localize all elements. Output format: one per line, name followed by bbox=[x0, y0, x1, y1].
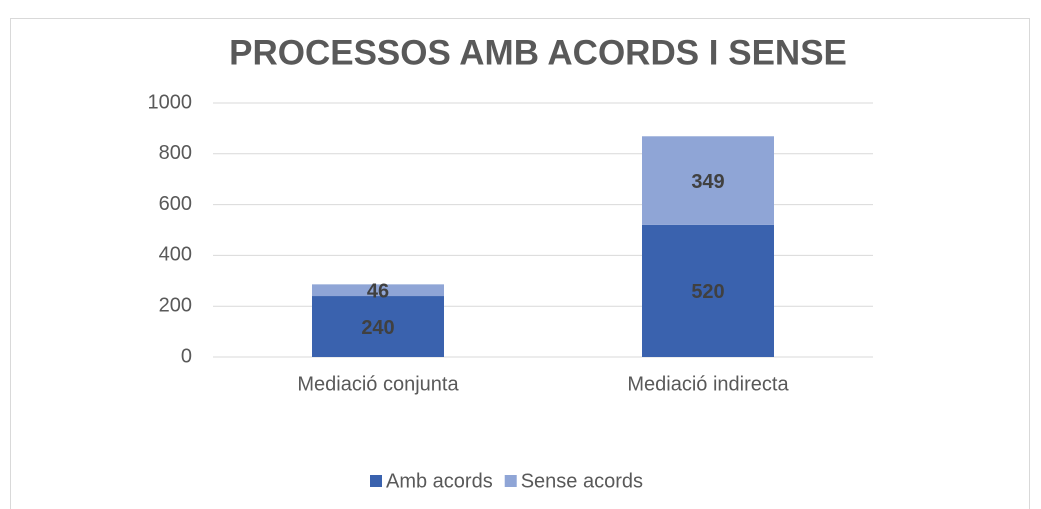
y-tick-label: 0 bbox=[181, 345, 192, 367]
legend-swatch bbox=[504, 475, 517, 487]
bar-segment bbox=[312, 296, 444, 357]
y-tick-label: 200 bbox=[159, 294, 192, 316]
chart-title: PROCESSOS AMB ACORDS I SENSE bbox=[229, 33, 847, 72]
data-label: 349 bbox=[691, 171, 724, 193]
bar-segment bbox=[642, 224, 774, 357]
chart-frame bbox=[10, 18, 1030, 509]
y-tick-label: 800 bbox=[159, 142, 192, 164]
x-tick-label: Mediació indirecta bbox=[627, 373, 789, 395]
legend-label: Amb acords bbox=[386, 470, 493, 492]
y-tick-label: 400 bbox=[159, 244, 192, 266]
data-label: 46 bbox=[367, 280, 389, 302]
bar-segment bbox=[642, 136, 774, 225]
x-tick-label: Mediació conjunta bbox=[297, 373, 459, 395]
y-tick-label: 600 bbox=[159, 193, 192, 215]
legend-swatch bbox=[370, 475, 382, 487]
y-tick-label: 1000 bbox=[148, 91, 193, 113]
legend-label: Sense acords bbox=[521, 470, 643, 492]
data-label: 520 bbox=[691, 281, 724, 303]
data-label: 240 bbox=[361, 317, 394, 339]
bar-segment bbox=[312, 284, 444, 297]
